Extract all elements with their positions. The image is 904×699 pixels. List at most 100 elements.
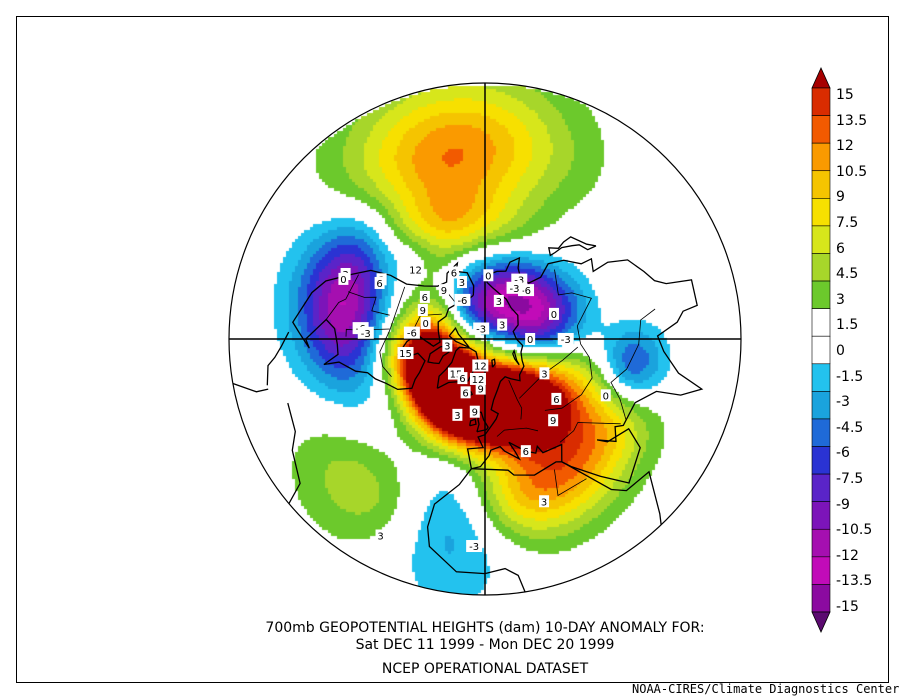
contour-label-text: 6 (553, 395, 559, 406)
contour-label-text: -3 (514, 276, 524, 287)
coastline (292, 261, 475, 391)
colorbar-tick-label: -3 (836, 394, 850, 411)
contour-label-text: 9 (477, 385, 483, 396)
hemisphere-boundary (228, 82, 742, 596)
contour-label-text: -6 (407, 329, 417, 340)
contour-label: 0 (525, 333, 536, 346)
contour-label-text: 0 (551, 310, 557, 321)
colorbar-swatch (811, 528, 831, 558)
colorbar-tick-label: 15 (836, 87, 854, 103)
contour-label: 0 (338, 272, 349, 286)
coastline (266, 331, 290, 386)
contour-label: 12 (472, 359, 489, 372)
colorbar-tick-label: 0 (836, 343, 845, 359)
contour-label: 6 (551, 392, 562, 406)
contour-label-text: -3 (476, 324, 486, 335)
contour-label-text: 6 (459, 374, 465, 385)
contour-label-text: 6 (376, 279, 382, 290)
colorbar-tick-label: 10.5 (836, 163, 868, 180)
colorbar-tick-label: -15 (836, 599, 859, 615)
border-line (347, 291, 390, 316)
contour-label-text: 0 (603, 391, 609, 402)
contour-label: 3 (375, 529, 386, 542)
contour-label-text: 3 (444, 342, 450, 353)
colorbar-tick-label: 12 (836, 138, 854, 155)
colorbar-swatch (811, 501, 831, 530)
contour-label: 9 (438, 284, 449, 297)
colorbar-tick-label: -4.5 (836, 419, 864, 436)
map-title-line-2: Sat DEC 11 1999 - Mon DEC 20 1999 (355, 637, 615, 653)
border-line (544, 269, 593, 411)
contour-label-text: 15 (399, 349, 412, 360)
contour-label: 9 (417, 304, 428, 317)
colorbar-tick-label: 6 (836, 240, 845, 257)
contour-label-text: -3 (361, 329, 371, 340)
contour-label: 9 (548, 414, 559, 427)
colorbar-tick-label: 1.5 (836, 317, 859, 334)
contour-label: 6 (520, 445, 531, 458)
colorbar-swatch (811, 584, 831, 613)
colorbar (811, 67, 831, 633)
border-line (519, 346, 579, 399)
contour-label: -3 (557, 333, 574, 346)
contour-label-text: 9 (420, 306, 426, 317)
colorbar-tick-label: 7.5 (836, 215, 859, 231)
contour-label-text: 3 (541, 497, 547, 508)
contour-label: 9 (475, 382, 486, 396)
border-line (496, 427, 539, 437)
colorbar-bottom-arrow (811, 611, 831, 633)
contour-label-text: 3 (541, 369, 547, 380)
contour-label: 6 (457, 372, 468, 385)
map-title-line-3: NCEP OPERATIONAL DATASET (381, 661, 589, 677)
contour-label-text: 12 (472, 375, 485, 386)
contour-label: -3 (357, 326, 374, 340)
contour-label-text: 3 (377, 531, 383, 542)
colorbar-swatch (811, 308, 831, 337)
contour-label: 0 (600, 389, 611, 402)
contour-label: 6 (460, 386, 471, 399)
contour-label: 0 (420, 317, 431, 330)
contour-label: -3 (466, 540, 483, 553)
contour-label-text: 12 (474, 361, 487, 372)
colorbar-swatch (811, 87, 831, 116)
contour-label-text: -3 (469, 542, 479, 553)
contour-label: 12 (407, 263, 424, 277)
coastline (548, 236, 597, 257)
contour-label-text: 6 (451, 268, 457, 279)
colorbar-swatch (811, 556, 831, 585)
colorbar-tick-label: -9 (836, 496, 850, 513)
colorbar-tick-label: 9 (836, 189, 845, 206)
colorbar-tick-label: -12 (836, 547, 859, 564)
contour-label-text: 3 (499, 321, 505, 332)
colorbar-top-arrow (811, 67, 831, 89)
contour-label-text: 0 (527, 335, 533, 346)
contour-label: 9 (469, 405, 480, 419)
colorbar-tick-label: -10.5 (836, 522, 873, 539)
coastline (426, 468, 526, 593)
contour-label: 3 (452, 408, 463, 422)
coastline (491, 358, 496, 368)
coastlines (232, 236, 704, 593)
contour-label-text: 9 (441, 286, 447, 297)
colorbar-swatch (811, 473, 831, 502)
contour-label-text: -6 (521, 286, 531, 297)
colorbar-swatch (811, 418, 831, 447)
contour-label-text: 0 (340, 275, 346, 286)
credit-text: NOAA-CIRES/Climate Diagnostics Center (632, 682, 900, 696)
colorbar-swatch (811, 170, 831, 199)
map-title-line-1: 700mb GEOPOTENTIAL HEIGHTS (dam) 10-DAY … (265, 620, 705, 636)
coastline (436, 346, 479, 389)
contour-label-text: -6 (457, 296, 467, 307)
contour-label-text: 3 (459, 278, 465, 289)
border-line (379, 286, 406, 378)
border-line (325, 274, 359, 320)
contour-label: 12 (469, 372, 486, 386)
contour-label: -6 (454, 293, 471, 307)
contour-label-text: 3 (454, 411, 460, 422)
colorbar-swatch (811, 363, 831, 392)
colorbar-tick-label: 13.5 (836, 112, 868, 129)
contour-label: 3 (493, 294, 504, 308)
colorbar-tick-label: -13.5 (836, 573, 873, 590)
colorbar-tick-label: -1.5 (836, 368, 864, 385)
coastline (471, 461, 666, 554)
